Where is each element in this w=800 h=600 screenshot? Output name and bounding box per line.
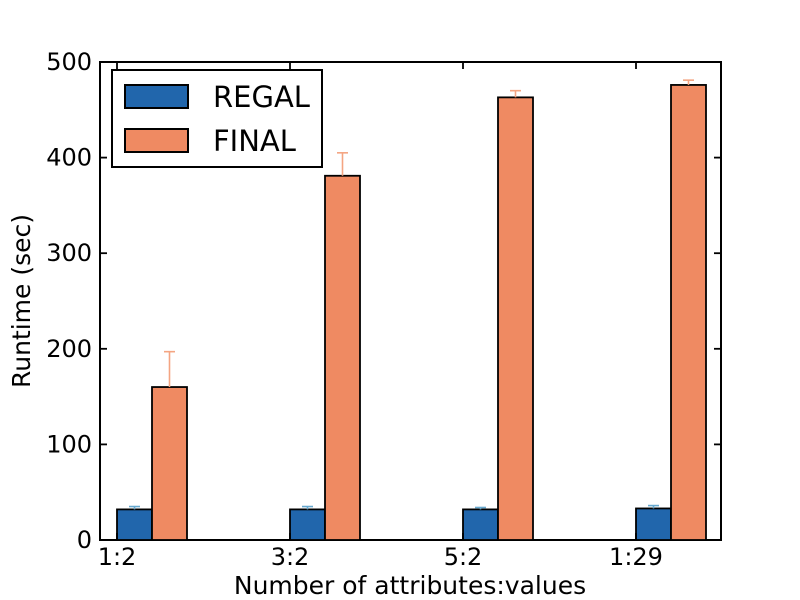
x-axis-label: Number of attributes:values <box>234 571 586 600</box>
y-tick-label-100: 100 <box>46 430 92 458</box>
bar-final-1:29 <box>670 84 707 541</box>
bar-regal-3:2 <box>289 508 326 541</box>
legend-swatch-final <box>124 128 189 153</box>
y-tick-label-200: 200 <box>46 335 92 363</box>
tick-labels-layer: 0 100 200 300 400 500 1:2 3:2 5:2 1:29 <box>46 48 663 571</box>
bar-regal-1:2 <box>116 508 153 541</box>
bar-final-5:2 <box>497 96 534 541</box>
x-tick-label-1:2: 1:2 <box>98 543 137 571</box>
bar-regal-1:29 <box>635 507 672 541</box>
bar-final-3:2 <box>324 174 361 541</box>
legend-label-regal: REGAL <box>213 80 310 114</box>
y-tick-label-400: 400 <box>46 144 92 172</box>
y-tick-label-0: 0 <box>77 526 92 554</box>
ticks-layer <box>100 61 721 541</box>
legend-swatch-regal <box>124 84 189 109</box>
x-tick-label-1:29: 1:29 <box>609 543 663 571</box>
bar-regal-5:2 <box>462 508 499 541</box>
y-axis-label: Runtime (sec) <box>7 214 36 388</box>
bar-final-1:2 <box>151 386 188 541</box>
y-tick-label-300: 300 <box>46 239 92 267</box>
x-tick-label-5:2: 5:2 <box>444 543 483 571</box>
error-bars-layer <box>129 79 694 510</box>
y-tick-label-500: 500 <box>46 48 92 76</box>
legend-label-final: FINAL <box>213 124 296 158</box>
legend: REGAL FINAL <box>111 69 323 168</box>
x-tick-label-3:2: 3:2 <box>271 543 310 571</box>
